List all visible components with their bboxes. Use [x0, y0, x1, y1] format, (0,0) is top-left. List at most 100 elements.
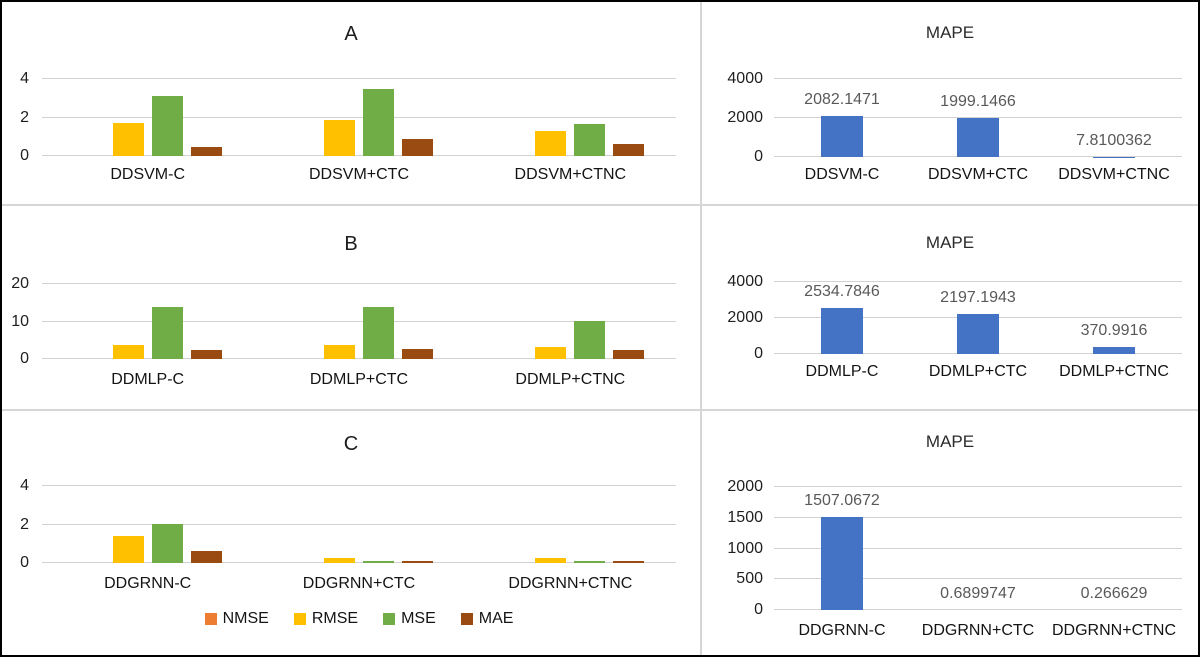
plot-area: 2082.1471 1999.1466 7.8100362: [774, 78, 1182, 157]
category-axis: DDGRNN-C DDGRNN+CTC DDGRNN+CTNC: [774, 622, 1182, 640]
y-tick-label: 0: [754, 148, 763, 165]
category-label: DDSVM+CTC: [308, 166, 409, 183]
chart-title-a: A: [344, 23, 358, 45]
gridline: [42, 116, 676, 118]
mape-b-chart: MAPE 0 2000 4000 2534.7846 2197.1943 370.991…: [702, 206, 1198, 411]
gridline: [774, 486, 1182, 487]
category-slot: [42, 79, 253, 156]
gridline: [42, 320, 676, 322]
bar-mse-ddgrnn+ctc: [362, 561, 394, 563]
y-tick-label: 4: [20, 70, 29, 87]
y-axis: 0 2000 4000: [702, 273, 774, 362]
category-slot: [465, 79, 676, 156]
category-label: DDGRNN-C: [104, 575, 192, 592]
y-tick-label: 4000: [727, 70, 763, 87]
plot-area: 1507.0672 0.6899747 0.266629: [774, 486, 1182, 610]
category-label: DDMLP+CTC: [928, 363, 1028, 380]
bar-mse-ddgrnn-c: [151, 523, 183, 563]
category-label: DDGRNN+CTNC: [508, 575, 633, 592]
chart-body: 0 2000 4000 2534.7846 2197.1943 370.9916: [702, 273, 1198, 362]
gridline: [42, 155, 676, 156]
y-tick-label: 2000: [727, 309, 763, 326]
legend-item-rmse: RMSE: [293, 610, 359, 628]
bar-rmse-ddsvm+ctc: [323, 120, 355, 156]
bar-rmse-ddsvm+ctnc: [535, 130, 567, 156]
category-label: DDSVM+CTC: [927, 166, 1028, 183]
bar-mae-ddmlp+ctc: [401, 348, 433, 359]
gridline: [42, 523, 676, 525]
y-tick-label: 500: [736, 570, 763, 588]
category-label: DDSVM-C: [804, 166, 880, 183]
gridline: [774, 609, 1182, 610]
bar-rmse-ddgrnn+ctc: [323, 557, 355, 563]
category-label: DDMLP-C: [805, 363, 879, 380]
category-slot: 0.6899747: [910, 487, 1046, 610]
legend-swatch-icon: [293, 613, 306, 625]
chart-title-mape-b: MAPE: [925, 233, 975, 252]
category-axis: DDGRNN-C DDGRNN+CTC DDGRNN+CTNC: [42, 575, 676, 593]
gridline: [774, 516, 1182, 518]
category-slot: [253, 486, 464, 563]
bar-mae-ddsvm+ctc: [401, 138, 433, 156]
gridline: [774, 578, 1182, 580]
legend-label: NMSE: [222, 610, 269, 627]
bar-mape-ddmlp-c: [821, 308, 863, 354]
chart-title-mape-a: MAPE: [925, 23, 975, 42]
chart-body: 0 2 4: [2, 477, 700, 571]
bar-mape-ddsvm+ctc: [957, 118, 999, 157]
category-slot: [465, 486, 676, 563]
bar-mae-ddmlp+ctnc: [613, 350, 645, 359]
y-tick-label: 0: [20, 147, 29, 164]
plot-area: 2534.7846 2197.1943 370.9916: [774, 281, 1182, 354]
legend-label: RMSE: [311, 610, 359, 627]
bar-mae-ddgrnn+ctnc: [613, 560, 645, 563]
category-label: DDGRNN+CTNC: [1052, 622, 1176, 639]
category-axis: DDSVM-C DDSVM+CTC DDSVM+CTNC: [774, 166, 1182, 184]
y-tick-label: 0: [20, 350, 29, 367]
bar-mse-ddsvm+ctnc: [574, 124, 606, 156]
category-slot: [253, 284, 464, 359]
y-tick-label: 2: [20, 515, 29, 533]
legend-swatch-icon: [204, 613, 217, 625]
bar-mape-ddmlp+ctnc: [1093, 347, 1135, 354]
bar-rmse-ddgrnn+ctnc: [535, 557, 567, 563]
bar-mae-ddgrnn+ctc: [401, 560, 433, 563]
gridline: [42, 78, 676, 79]
bar-mape-ddmlp+ctc: [957, 314, 999, 354]
data-label: 1999.1466: [940, 93, 1016, 111]
category-slot: 7.8100362: [1046, 79, 1182, 157]
bar-rmse-ddmlp+ctc: [323, 345, 355, 359]
category-slot: 2082.1471: [774, 79, 910, 157]
plot-area: [42, 78, 676, 156]
y-tick-label: 2000: [727, 478, 763, 495]
y-tick-label: 4: [20, 477, 29, 494]
bar-mae-ddsvm-c: [190, 147, 222, 156]
chart-body: 0 2000 4000 2082.1471 1999.1466 7.8100362: [702, 70, 1198, 165]
chart-title-c: C: [343, 433, 359, 455]
category-slot: 2197.1943: [910, 282, 1046, 354]
bar-mse-ddmlp+ctc: [362, 306, 394, 359]
y-axis: 0 2 4: [2, 70, 42, 164]
y-tick-label: 4000: [727, 273, 763, 290]
bar-mae-ddmlp-c: [190, 350, 222, 359]
category-label: DDSVM+CTNC: [1058, 166, 1170, 183]
data-label: 1507.0672: [804, 492, 880, 510]
legend-label: MSE: [401, 610, 436, 627]
gridline: [42, 358, 676, 359]
mape-c-chart: MAPE 0 500 1000 1500 2000 1507.0672 0.6899747…: [702, 411, 1198, 655]
category-axis: DDSVM-C DDSVM+CTC DDSVM+CTNC: [42, 166, 676, 184]
legend-swatch-icon: [383, 613, 396, 625]
plot-area: [42, 283, 676, 359]
category-slot: 2534.7846: [774, 282, 910, 354]
legend-item-nmse: NMSE: [204, 610, 269, 628]
legend: NMSE RMSE MSE MAE: [42, 610, 676, 628]
bar-rmse-ddgrnn-c: [112, 536, 144, 563]
category-slot: [253, 79, 464, 156]
category-label: DDSVM+CTNC: [514, 166, 627, 183]
y-tick-label: 0: [754, 345, 763, 362]
chart-body: 0 10 20: [2, 275, 700, 367]
category-label: DDSVM-C: [110, 166, 185, 183]
bar-rmse-ddsvm-c: [112, 123, 144, 156]
y-axis: 0 2000 4000: [702, 70, 774, 165]
y-tick-label: 0: [20, 554, 29, 571]
